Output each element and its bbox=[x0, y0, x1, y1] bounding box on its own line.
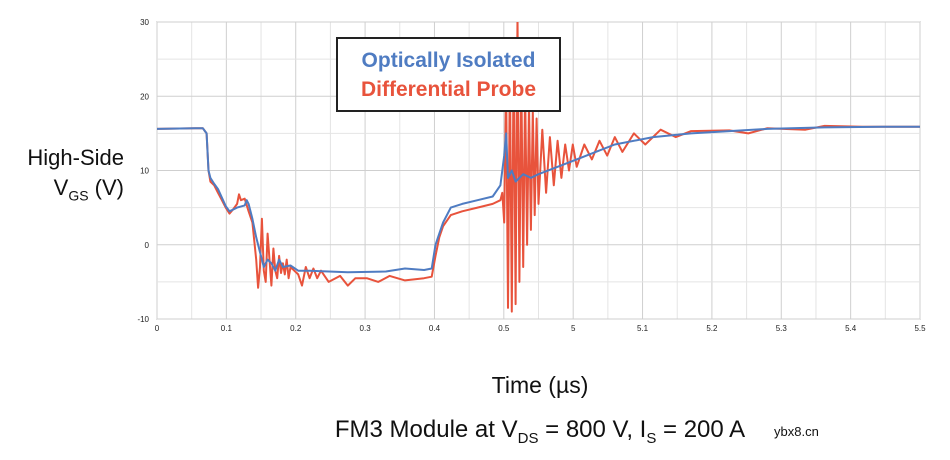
legend-item-optically-isolated: Optically Isolated bbox=[361, 49, 536, 72]
caption-part-b: = 800 V, I bbox=[538, 416, 647, 443]
series-line-differential-probe bbox=[157, 22, 920, 313]
x-tick-label: 0.2 bbox=[290, 324, 302, 333]
y-tick-label: 30 bbox=[140, 18, 149, 27]
x-axis-ticks: 0 0.1 0.2 0.3 0.4 0.5 5 5.1 5.2 5.3 5.4 5.5 bbox=[155, 324, 926, 333]
x-tick-label: 5 bbox=[571, 324, 576, 333]
y-tick-label: -10 bbox=[137, 315, 149, 324]
caption-sub-ds: DS bbox=[517, 429, 539, 447]
series-line-optically-isolated bbox=[157, 125, 920, 274]
y-axis-label-unit: (V) bbox=[88, 175, 124, 200]
legend-item-differential-probe: Differential Probe bbox=[360, 78, 537, 101]
x-tick-label: 5.4 bbox=[845, 324, 857, 333]
chart-caption: FM3 Module at VDS = 800 V, IS = 200 A bbox=[0, 416, 950, 447]
y-axis-label-vgs-main: V bbox=[53, 175, 69, 200]
y-axis-label-line2: VGS (V) bbox=[4, 173, 124, 210]
y-axis-ticks: 30 20 10 0 -10 bbox=[137, 18, 149, 324]
caption-part-c: = 200 A bbox=[656, 416, 746, 443]
y-tick-label: 10 bbox=[140, 167, 149, 176]
x-axis-label: Time (µs) bbox=[491, 372, 589, 398]
y-axis-label-line1: High-Side bbox=[27, 145, 124, 170]
y-tick-label: 20 bbox=[140, 92, 149, 101]
x-tick-label: 0.4 bbox=[429, 324, 441, 333]
y-axis-label: High-Side VGS (V) bbox=[4, 143, 124, 210]
x-tick-label: 0.3 bbox=[360, 324, 372, 333]
caption-sub-s: S bbox=[646, 429, 657, 447]
series-group bbox=[157, 22, 920, 313]
y-axis-label-vgs-sub: GS bbox=[68, 187, 89, 204]
y-tick-label: 0 bbox=[145, 241, 150, 250]
x-tick-label: 5.1 bbox=[637, 324, 649, 333]
x-tick-label: 0 bbox=[155, 324, 160, 333]
x-tick-label: 0.1 bbox=[221, 324, 233, 333]
legend: Optically Isolated Differential Probe bbox=[336, 37, 561, 112]
watermark: ybx8.cn bbox=[774, 424, 819, 439]
caption-part-a: FM3 Module at V bbox=[334, 416, 518, 443]
x-tick-label: 5.3 bbox=[776, 324, 788, 333]
x-tick-label: 0.5 bbox=[498, 324, 510, 333]
x-tick-label: 5.2 bbox=[706, 324, 718, 333]
x-tick-label: 5.5 bbox=[914, 324, 926, 333]
